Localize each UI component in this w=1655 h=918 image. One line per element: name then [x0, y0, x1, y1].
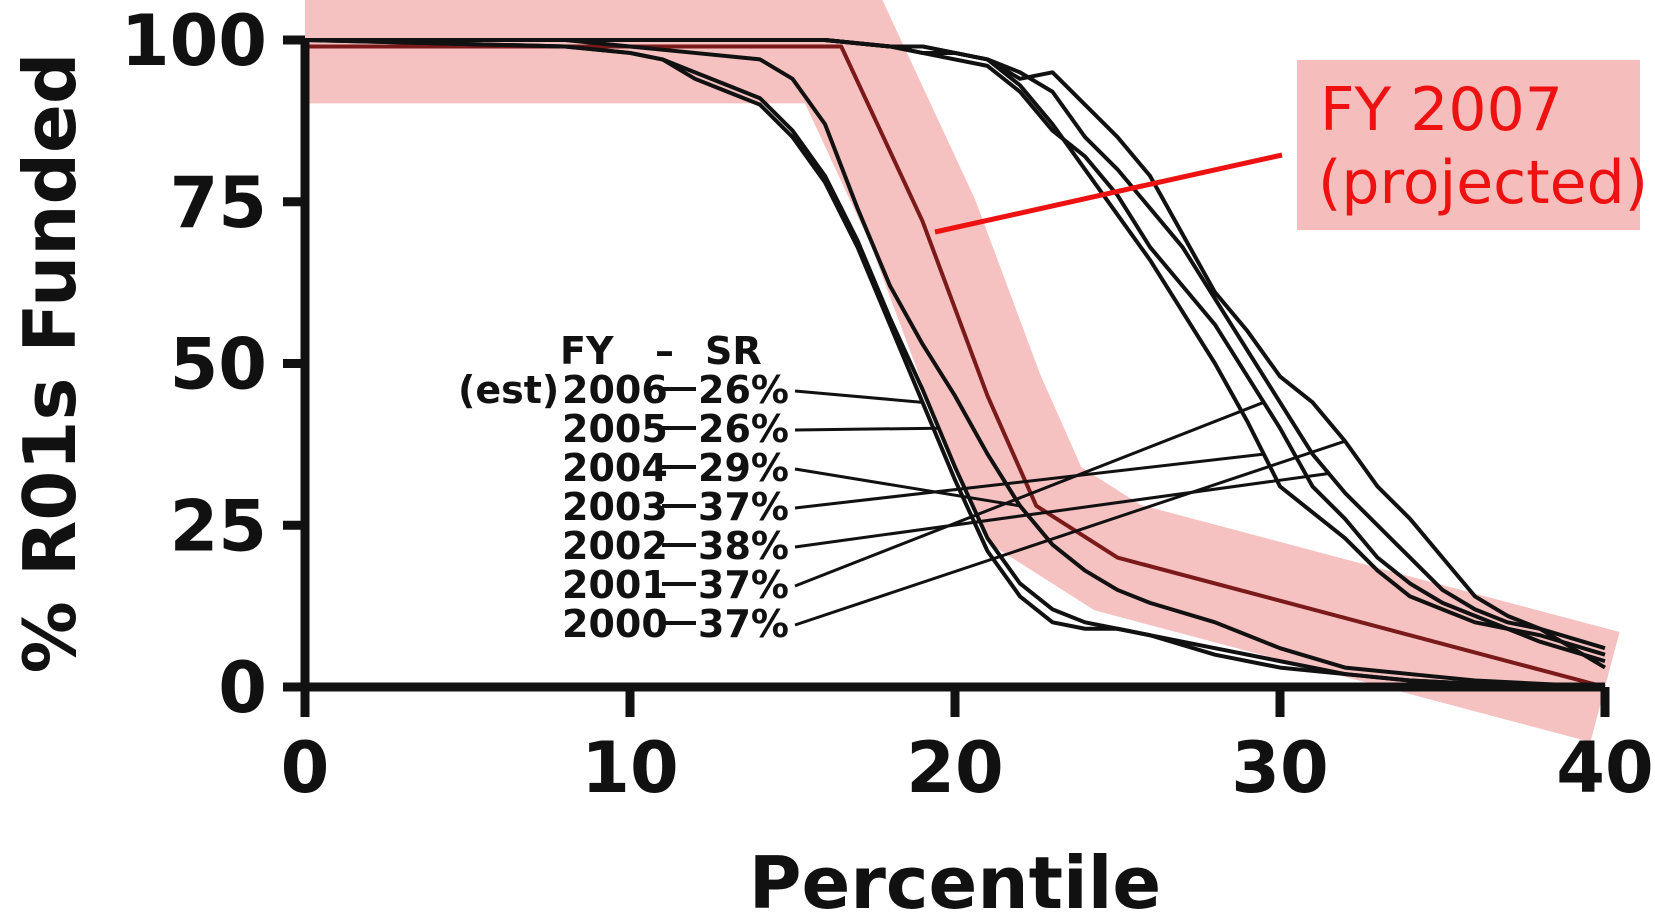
legend-year-2003: 2003 [562, 485, 668, 529]
series-line-2004 [305, 38, 1606, 689]
y-tick-label-25: 25 [170, 485, 267, 567]
legend-header-sr: SR [705, 329, 762, 373]
fy2007-callout: FY 2007 (projected) [934, 60, 1648, 235]
tick-layer: 0 10 20 30 40 0 25 50 75 100 [121, 0, 1654, 809]
legend-leader-2003 [794, 452, 1264, 510]
legend-sr-2001: 37% [698, 563, 789, 607]
legend-year-2004: 2004 [562, 446, 668, 490]
legend-rows: (est) 2006 26% 2005 26% 2004 29% 2003 37% 2002 38%… [458, 368, 789, 646]
legend: FY – SR [560, 329, 762, 373]
legend-sr-2006: 26% [698, 368, 789, 412]
legend-sr-2005: 26% [698, 407, 789, 451]
y-axis-title: % R01s Funded [8, 53, 92, 674]
y-tick-label-100: 100 [121, 0, 267, 82]
legend-header-fy: FY [560, 329, 614, 373]
legend-year-2006: 2006 [562, 368, 668, 412]
callout-background [1297, 60, 1640, 230]
x-tick-label-20: 20 [906, 727, 1003, 809]
series-line-2005 [304, 38, 1606, 689]
legend-sr-2003: 37% [698, 485, 789, 529]
legend-prefix-2006: (est) [458, 368, 559, 412]
legend-leader-2000 [794, 439, 1346, 627]
legend-leader-2002 [794, 472, 1329, 549]
x-tick-label-10: 10 [581, 727, 678, 809]
legend-leader-lines [794, 389, 1346, 627]
series-layer [304, 38, 1607, 689]
x-axis-title: Percentile [749, 841, 1162, 918]
legend-leader-2001 [794, 400, 1265, 588]
legend-sr-2004: 29% [698, 446, 789, 490]
legend-year-2005: 2005 [562, 407, 668, 451]
legend-year-2001: 2001 [562, 563, 668, 607]
x-tick-label-40: 40 [1556, 727, 1653, 809]
callout-leader-line [934, 152, 1283, 235]
y-tick-label-75: 75 [170, 162, 267, 244]
legend-year-2002: 2002 [562, 524, 668, 568]
fy2007-band-layer [305, 0, 1620, 742]
x-tick-label-30: 30 [1231, 727, 1328, 809]
x-tick-label-0: 0 [281, 727, 330, 809]
legend-sr-2000: 37% [698, 602, 789, 646]
legend-leader-2004 [794, 467, 1021, 508]
series-line-2006 [304, 38, 1606, 689]
callout-label-line1: FY 2007 [1320, 75, 1563, 145]
series-line-2000 [305, 38, 1607, 670]
y-tick-label-50: 50 [170, 324, 267, 406]
fy2007-line [305, 44, 1606, 689]
legend-sr-2002: 38% [698, 524, 789, 568]
callout-label-line2: (projected) [1318, 148, 1648, 218]
legend-header-sep: – [655, 329, 674, 373]
legend-leader-2005 [794, 426, 939, 432]
y-tick-label-0: 0 [218, 647, 267, 729]
legend-leader-2006 [794, 389, 923, 404]
legend-year-2000: 2000 [562, 602, 668, 646]
